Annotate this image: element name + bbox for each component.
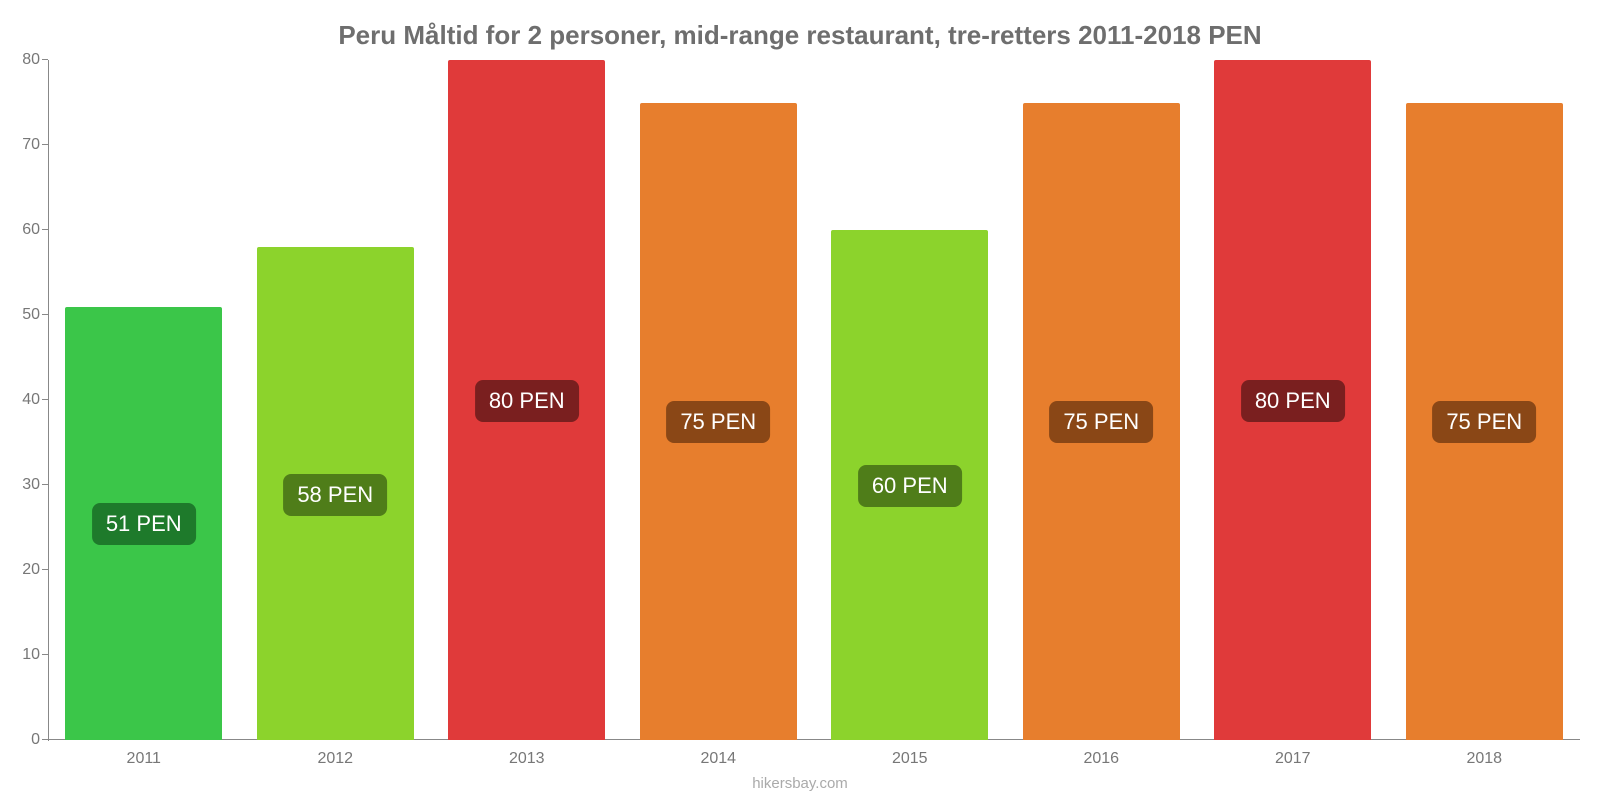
- y-tick-mark: [42, 399, 48, 400]
- bar-slot: 75 PEN2014: [623, 60, 815, 740]
- bar-chart: Peru Måltid for 2 personer, mid-range re…: [0, 0, 1600, 800]
- y-tick-label: 70: [22, 136, 48, 154]
- y-tick-label: 60: [22, 221, 48, 239]
- bar-value-label: 75 PEN: [1432, 401, 1536, 443]
- bar: 58 PEN: [257, 247, 414, 740]
- bar-value-label: 80 PEN: [475, 380, 579, 422]
- x-tick-label: 2014: [700, 740, 736, 768]
- bar-value-label: 51 PEN: [92, 503, 196, 545]
- x-tick-label: 2011: [127, 740, 161, 768]
- y-tick-mark: [42, 59, 48, 60]
- bar: 75 PEN: [1406, 103, 1563, 741]
- bar: 80 PEN: [448, 60, 605, 740]
- bar: 60 PEN: [831, 230, 988, 740]
- x-tick-label: 2018: [1466, 740, 1502, 768]
- bar-value-label: 58 PEN: [283, 474, 387, 516]
- x-tick-label: 2015: [892, 740, 928, 768]
- watermark: hikersbay.com: [752, 775, 848, 792]
- bar-value-label: 80 PEN: [1241, 380, 1345, 422]
- y-tick-mark: [42, 569, 48, 570]
- bar-slot: 80 PEN2017: [1197, 60, 1389, 740]
- bar: 80 PEN: [1214, 60, 1371, 740]
- y-tick-label: 0: [31, 731, 48, 749]
- bar-slot: 75 PEN2018: [1389, 60, 1581, 740]
- bar: 75 PEN: [640, 103, 797, 741]
- bars-container: 51 PEN201158 PEN201280 PEN201375 PEN2014…: [48, 60, 1580, 740]
- y-tick-label: 30: [22, 476, 48, 494]
- y-tick-label: 10: [22, 646, 48, 664]
- y-tick-label: 40: [22, 391, 48, 409]
- y-tick-mark: [42, 144, 48, 145]
- y-tick-label: 50: [22, 306, 48, 324]
- bar-value-label: 75 PEN: [1049, 401, 1153, 443]
- y-tick-mark: [42, 229, 48, 230]
- bar: 75 PEN: [1023, 103, 1180, 741]
- x-tick-label: 2016: [1083, 740, 1119, 768]
- plot-area: 51 PEN201158 PEN201280 PEN201375 PEN2014…: [48, 60, 1580, 740]
- bar: 51 PEN: [65, 307, 222, 741]
- bar-value-label: 75 PEN: [666, 401, 770, 443]
- bar-value-label: 60 PEN: [858, 465, 962, 507]
- x-tick-label: 2012: [317, 740, 353, 768]
- x-tick-label: 2017: [1275, 740, 1311, 768]
- y-tick-label: 20: [22, 561, 48, 579]
- bar-slot: 80 PEN2013: [431, 60, 623, 740]
- bar-slot: 51 PEN2011: [48, 60, 240, 740]
- y-tick-mark: [42, 314, 48, 315]
- bar-slot: 58 PEN2012: [240, 60, 432, 740]
- y-tick-mark: [42, 739, 48, 740]
- y-tick-mark: [42, 654, 48, 655]
- y-tick-label: 80: [22, 51, 48, 69]
- bar-slot: 75 PEN2016: [1006, 60, 1198, 740]
- x-tick-label: 2013: [509, 740, 545, 768]
- y-tick-mark: [42, 484, 48, 485]
- chart-title: Peru Måltid for 2 personer, mid-range re…: [20, 20, 1580, 51]
- bar-slot: 60 PEN2015: [814, 60, 1006, 740]
